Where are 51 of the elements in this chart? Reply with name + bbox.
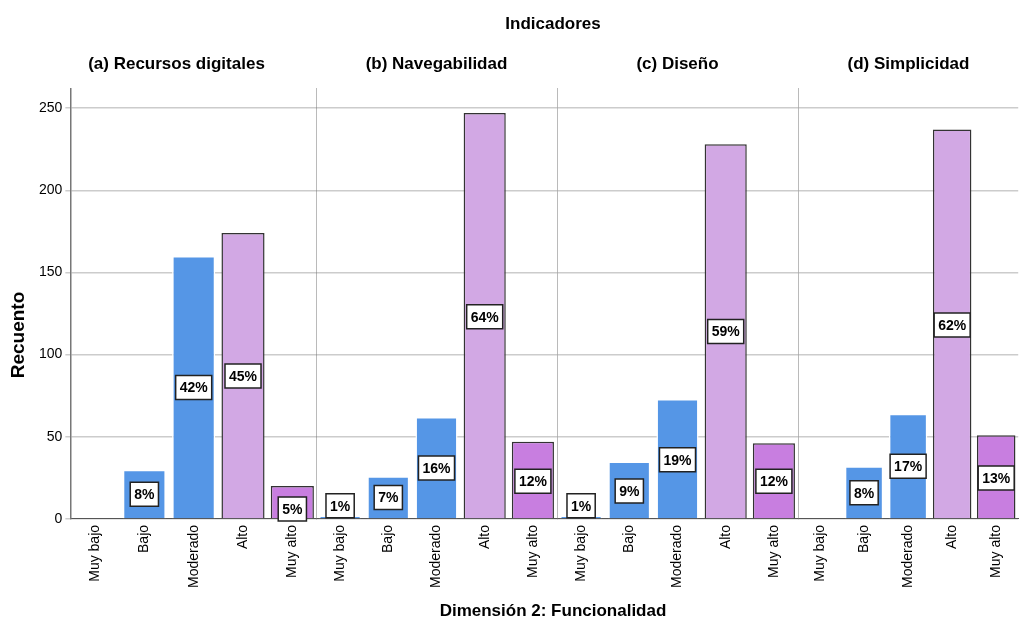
annotation: 8%	[853, 484, 875, 501]
x-tick-label: Moderado	[668, 524, 685, 589]
x-tick-label: Bajo	[379, 524, 396, 553]
annotation: 5%	[282, 500, 303, 517]
annotation: 1%	[570, 497, 592, 514]
annotation: 45%	[228, 367, 258, 384]
y-tick-label: 250	[39, 98, 63, 115]
y-tick-label: 200	[39, 181, 63, 198]
x-tick-label: Bajo	[854, 524, 871, 553]
x-tick-label: Muy alto	[283, 524, 300, 578]
annotation: 42%	[179, 379, 209, 396]
y-axis-title: Recuento	[7, 291, 29, 379]
y-tick-label: 50	[46, 427, 63, 444]
y-tick-label: 0	[54, 509, 63, 526]
annotation: 12%	[759, 473, 789, 490]
y-tick-label: 150	[39, 263, 63, 280]
annotation: 9%	[619, 482, 640, 499]
annotation: 13%	[982, 469, 1011, 486]
chart-title: (b) Navegabilidad	[365, 53, 508, 73]
x-tick-label: Muy alto	[987, 524, 1004, 578]
annotation: 12%	[518, 473, 548, 490]
annotation: 7%	[378, 489, 399, 506]
annotation: 1%	[329, 497, 351, 514]
chart-title: (a) Recursos digitales	[88, 53, 265, 73]
x-tick-label: Moderado	[898, 524, 915, 589]
annotation: 62%	[938, 316, 967, 333]
x-tick-label: Muy bajo	[330, 524, 347, 582]
annotation: 64%	[470, 308, 500, 325]
annotation: 59%	[711, 323, 741, 340]
annotation: 19%	[663, 451, 693, 468]
x-tick-label: Alto	[943, 524, 960, 550]
x-tick-label: Alto	[475, 524, 492, 550]
x-tick-label: Bajo	[135, 524, 152, 553]
text: Dimensión 2: Funcionalidad	[438, 601, 668, 621]
chart-title: (d) Simplicidad	[847, 53, 970, 73]
x-tick-label: Bajo	[620, 524, 637, 553]
annotation: 8%	[134, 486, 156, 503]
x-tick-label: Muy bajo	[85, 524, 102, 582]
annotation: 17%	[894, 458, 923, 475]
y-tick-label: 100	[39, 345, 63, 362]
x-tick-label: Muy alto	[523, 524, 540, 578]
x-tick-label: Muy alto	[764, 524, 781, 578]
chart-title: (c) Diseño	[636, 53, 719, 73]
x-tick-label: Muy bajo	[810, 524, 827, 582]
x-tick-label: Alto	[233, 524, 250, 550]
x-tick-label: Muy bajo	[571, 524, 588, 582]
x-tick-label: Moderado	[427, 524, 444, 589]
x-tick-label: Alto	[716, 524, 733, 550]
annotation: 16%	[422, 459, 452, 476]
x-tick-label: Moderado	[184, 524, 201, 589]
text: Indicadores	[504, 14, 602, 34]
